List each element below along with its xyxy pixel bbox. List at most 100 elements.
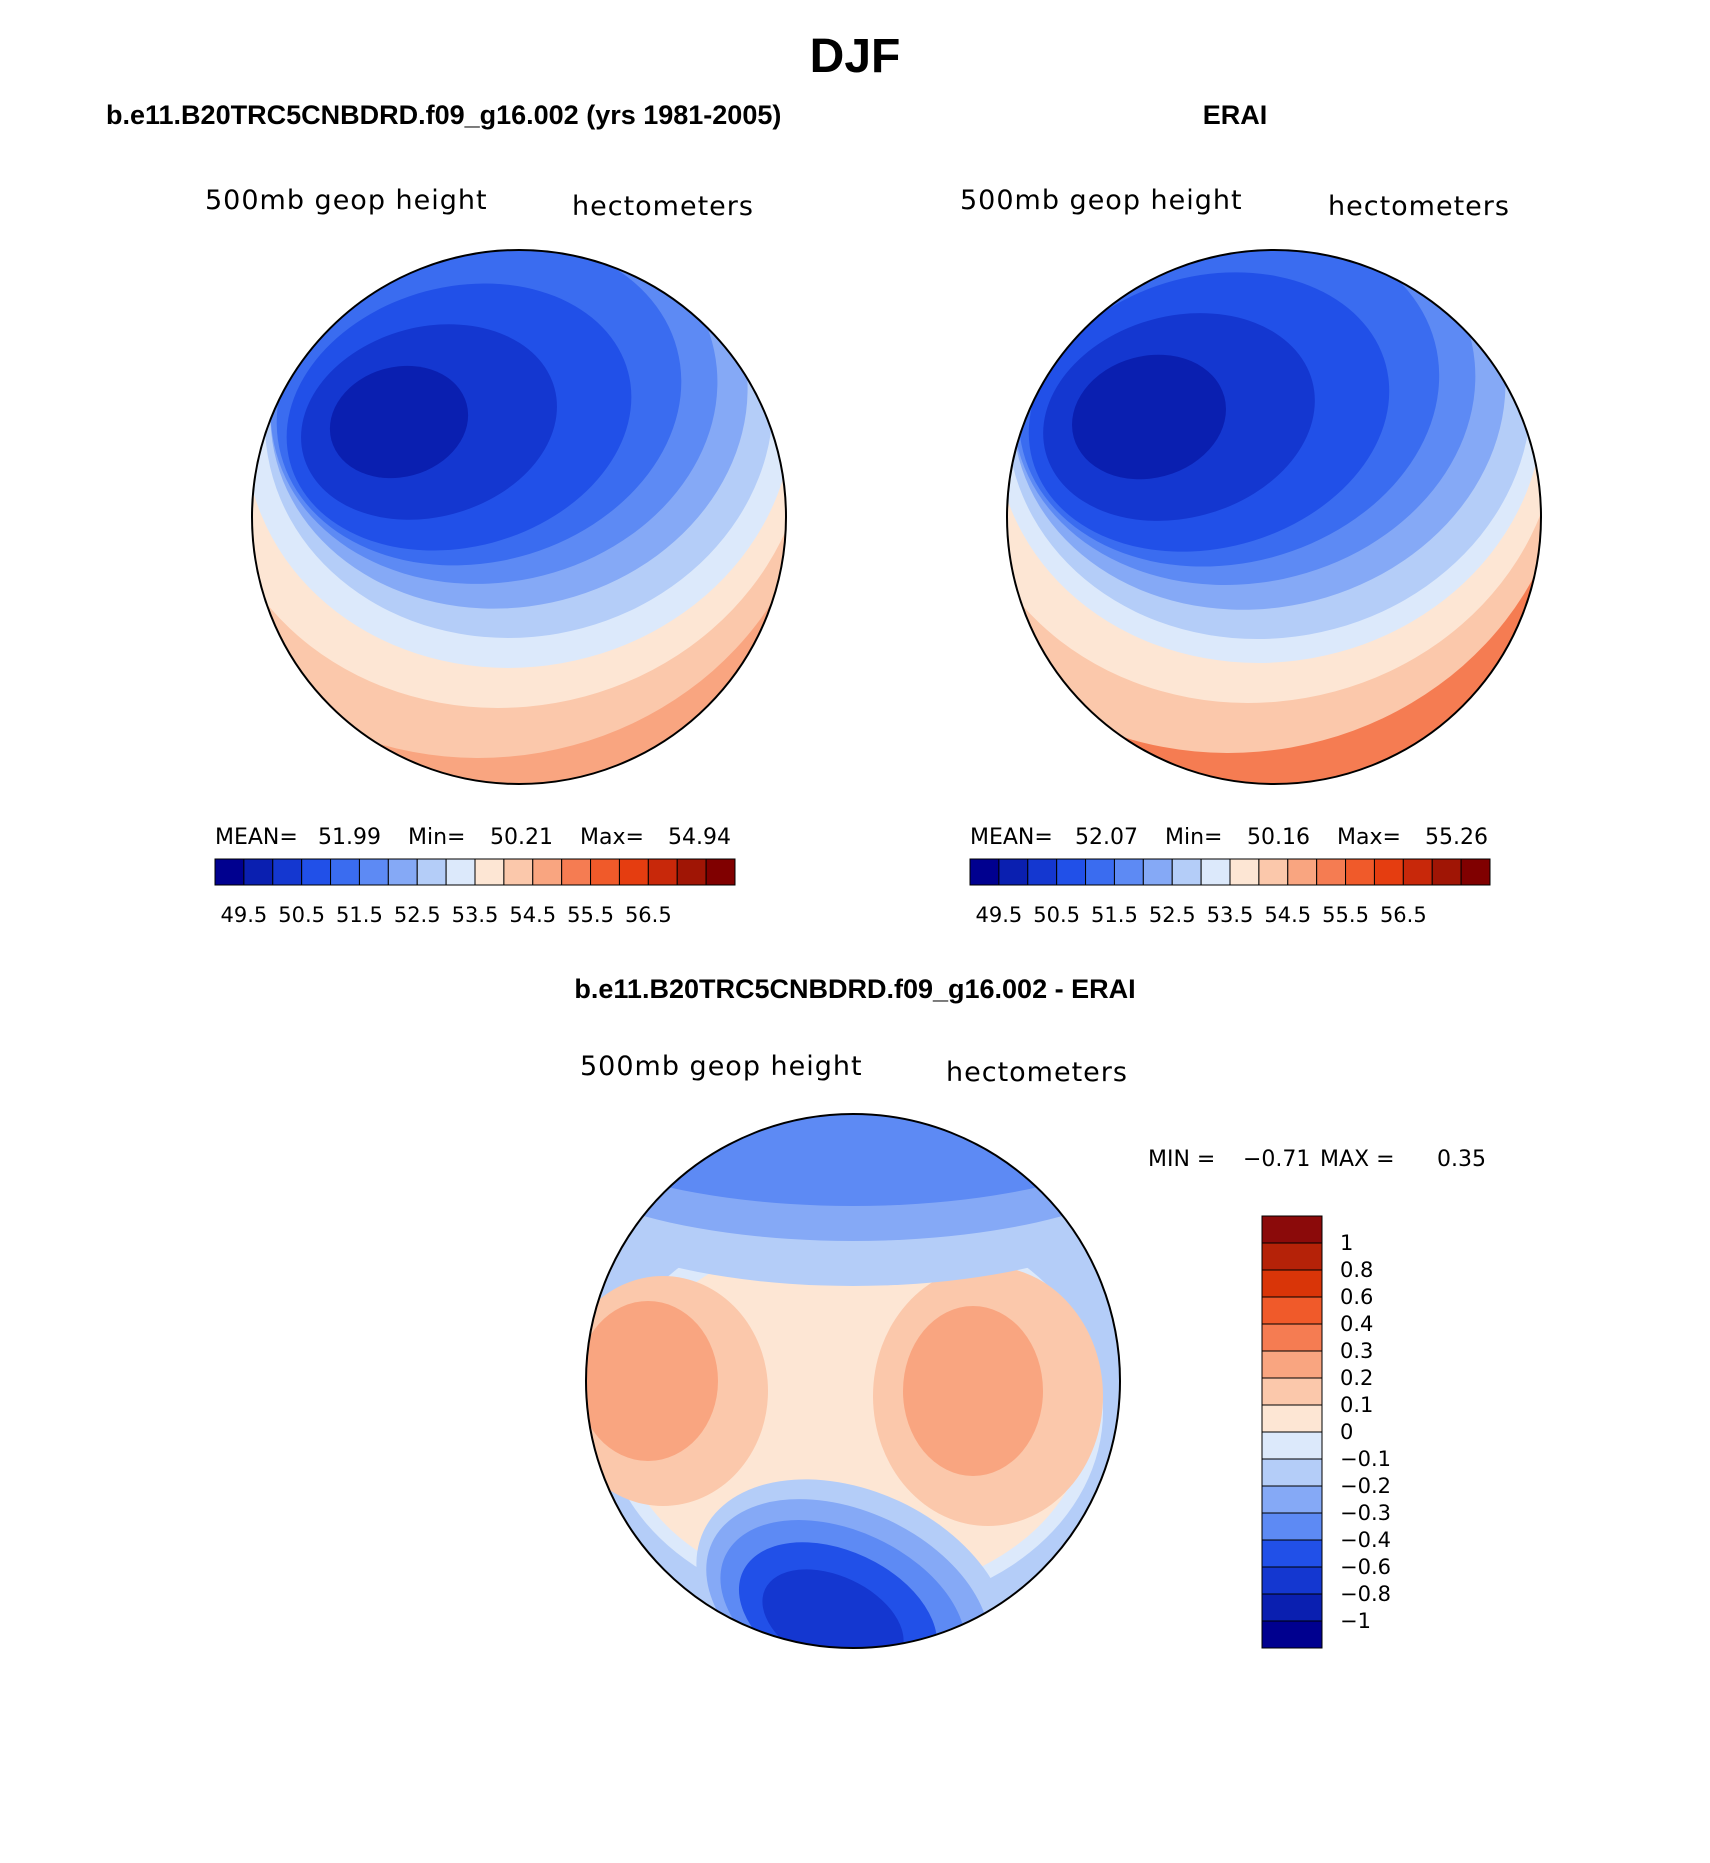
panel3-variable-label: 500mb geop height — [580, 1051, 863, 1082]
panel1-stats: MEAN= 51.99 Min= 50.21 Max= 54.94 — [215, 825, 731, 850]
panel2-colorbar-tick-label: 52.5 — [1149, 903, 1196, 927]
panel1-min-label: Min= — [408, 825, 465, 850]
panel1-units-label: hectometers — [572, 191, 754, 222]
panel1-colorbar-swatch-7 — [416, 858, 447, 886]
figure-title: DJF — [810, 30, 901, 83]
panel2-colorbar-swatch-16 — [1431, 858, 1462, 886]
panel2-colorbar-tick-label: 50.5 — [1033, 903, 1080, 927]
panel3-colorbar-swatch-15 — [1261, 1620, 1323, 1649]
panel2-units-label: hectometers — [1328, 191, 1510, 222]
panel3-min-value: −0.71 — [1243, 1147, 1310, 1172]
panel1-colorbar-tick-label: 50.5 — [278, 903, 325, 927]
panel3-colorbar-tick-label: −0.6 — [1340, 1555, 1391, 1579]
panel1-variable-label: 500mb geop height — [205, 185, 488, 216]
panel3-colorbar-tick-label: 0.6 — [1340, 1285, 1373, 1309]
panel2-mean-value: 52.07 — [1075, 825, 1138, 850]
panel1-min-value: 50.21 — [490, 825, 553, 850]
panel2-colorbar-swatch-0 — [969, 858, 1000, 886]
panel1-colorbar-tick-label: 51.5 — [336, 903, 383, 927]
panel3-max-label: MAX = — [1320, 1147, 1395, 1172]
panel1-mean-label: MEAN= — [215, 825, 298, 850]
panel1-colorbar-swatch-2 — [272, 858, 303, 886]
panel3-map — [585, 1113, 1121, 1649]
panel3-band-5 — [903, 1306, 1043, 1476]
panel2-colorbar-swatch-13 — [1345, 858, 1375, 886]
panel3-colorbar-swatch-3 — [1261, 1296, 1323, 1325]
panel1-colorbar-swatch-6 — [387, 858, 418, 886]
panel2-colorbar-swatch-4 — [1085, 858, 1115, 886]
panel2-colorbar-tick-label: 53.5 — [1207, 903, 1254, 927]
panel3-max-value: 0.35 — [1437, 1147, 1486, 1172]
panel3-colorbar-tick-label: −0.2 — [1340, 1474, 1391, 1498]
panel2-min-label: Min= — [1165, 825, 1222, 850]
panel2-max-value: 55.26 — [1425, 825, 1488, 850]
panel2-colorbar-tick-label: 56.5 — [1380, 903, 1427, 927]
panel1-colorbar-swatch-0 — [214, 858, 245, 886]
panel3-colorbar-tick-label: −0.4 — [1340, 1528, 1391, 1552]
panel3-colorbar-tick-label: 0.2 — [1340, 1366, 1373, 1390]
panel1-colorbar: 49.5 50.5 51.5 52.5 53.5 54.5 55.5 56.5 — [214, 858, 736, 927]
panel2-colorbar-swatch-3 — [1056, 858, 1087, 886]
panel3-colorbar-tick-label: 0.3 — [1340, 1339, 1373, 1363]
panel2-variable-label: 500mb geop height — [960, 185, 1243, 216]
panel2-colorbar-tick-label: 55.5 — [1322, 903, 1369, 927]
panel1-colorbar-swatch-10 — [503, 858, 534, 886]
panel2-colorbar: 49.5 50.5 51.5 52.5 53.5 54.5 55.5 56.5 — [969, 858, 1491, 927]
panel3-colorbar-tick-label: 0.4 — [1340, 1312, 1373, 1336]
panel2-colorbar-swatch-2 — [1027, 858, 1058, 886]
panel1-colorbar-swatch-3 — [301, 858, 332, 886]
panel1-band-9 — [329, 365, 469, 479]
panel1-colorbar-swatch-14 — [618, 858, 649, 886]
panel3-colorbar-swatch-14 — [1261, 1593, 1323, 1622]
panel2-min-value: 50.16 — [1247, 825, 1310, 850]
panel1-colorbar-tick-label: 49.5 — [221, 903, 268, 927]
panel3-colorbar-tick-label: −1 — [1340, 1609, 1371, 1633]
panel3-min-label: MIN = — [1148, 1147, 1215, 1172]
panel3-colorbar-tick-label: 0.8 — [1340, 1258, 1373, 1282]
panel3-colorbar-swatch-2 — [1261, 1269, 1323, 1298]
panel1-colorbar-swatch-11 — [532, 858, 563, 886]
panel3-colorbar-tick-label: −0.8 — [1340, 1582, 1391, 1606]
panel2-colorbar-swatch-15 — [1402, 858, 1433, 886]
panel3-colorbar-swatch-4 — [1261, 1323, 1323, 1352]
panel1-max-label: Max= — [580, 825, 644, 850]
panel2-max-label: Max= — [1337, 825, 1401, 850]
panel1-colorbar-swatch-17 — [705, 858, 736, 886]
panel1-colorbar-swatch-4 — [330, 858, 360, 886]
panel1-colorbar-swatch-16 — [676, 858, 707, 886]
panel3-colorbar-swatch-5 — [1261, 1350, 1323, 1379]
panel1-colorbar-swatch-1 — [243, 858, 274, 886]
panel1-title: b.e11.B20TRC5CNBDRD.f09_g16.002 (yrs 198… — [106, 100, 781, 130]
panel3-colorbar: 1 0.8 0.6 0.4 0.3 0.2 0.1 0 −0.1 −0.2 −0.3 −0.4 −0.6… — [1261, 1215, 1391, 1649]
panel3-contours — [586, 1114, 1120, 1648]
panel3-colorbar-tick-label: 0 — [1340, 1420, 1353, 1444]
panel2-mean-label: MEAN= — [970, 825, 1053, 850]
panel3-stats: MIN = −0.71 MAX = 0.35 — [1148, 1147, 1486, 1172]
panel2-title: ERAI — [1203, 100, 1268, 130]
panel2-colorbar-swatch-10 — [1258, 858, 1289, 886]
panel-model: 500mb geop height hectometers MEAN= 51.9… — [205, 185, 791, 927]
panel1-colorbar-swatch-8 — [445, 858, 476, 886]
panel2-colorbar-swatch-9 — [1229, 858, 1260, 886]
panel3-colorbar-swatch-0 — [1261, 1215, 1323, 1244]
panel3-title: b.e11.B20TRC5CNBDRD.f09_g16.002 - ERAI — [574, 974, 1135, 1004]
panel3-band-8 — [586, 1114, 1120, 1206]
panel3-colorbar-swatch-6 — [1261, 1377, 1323, 1406]
panel3-colorbar-swatch-7 — [1261, 1404, 1323, 1433]
panel2-colorbar-swatch-17 — [1460, 858, 1491, 886]
panel1-map-border — [251, 249, 787, 785]
panel1-colorbar-tick-label: 54.5 — [509, 903, 556, 927]
panel1-colorbar-swatch-15 — [647, 858, 678, 886]
panel1-colorbar-tick-label: 56.5 — [625, 903, 672, 927]
panel1-colorbar-tick-label: 55.5 — [567, 903, 614, 927]
panel1-colorbar-swatch-9 — [474, 858, 505, 886]
panel3-colorbar-swatch-8 — [1261, 1431, 1323, 1460]
panel3-colorbar-swatch-13 — [1261, 1566, 1323, 1595]
panel3-colorbar-tick-label: 1 — [1340, 1231, 1353, 1255]
panel2-colorbar-tick-label: 49.5 — [976, 903, 1023, 927]
panel2-colorbar-tick-label: 54.5 — [1264, 903, 1311, 927]
panel2-colorbar-swatch-8 — [1200, 858, 1231, 886]
panel2-band-9 — [1072, 354, 1226, 480]
panel1-colorbar-tick-label: 53.5 — [452, 903, 499, 927]
panel-obs: 500mb geop height hectometers MEAN= 52.0… — [960, 185, 1542, 927]
